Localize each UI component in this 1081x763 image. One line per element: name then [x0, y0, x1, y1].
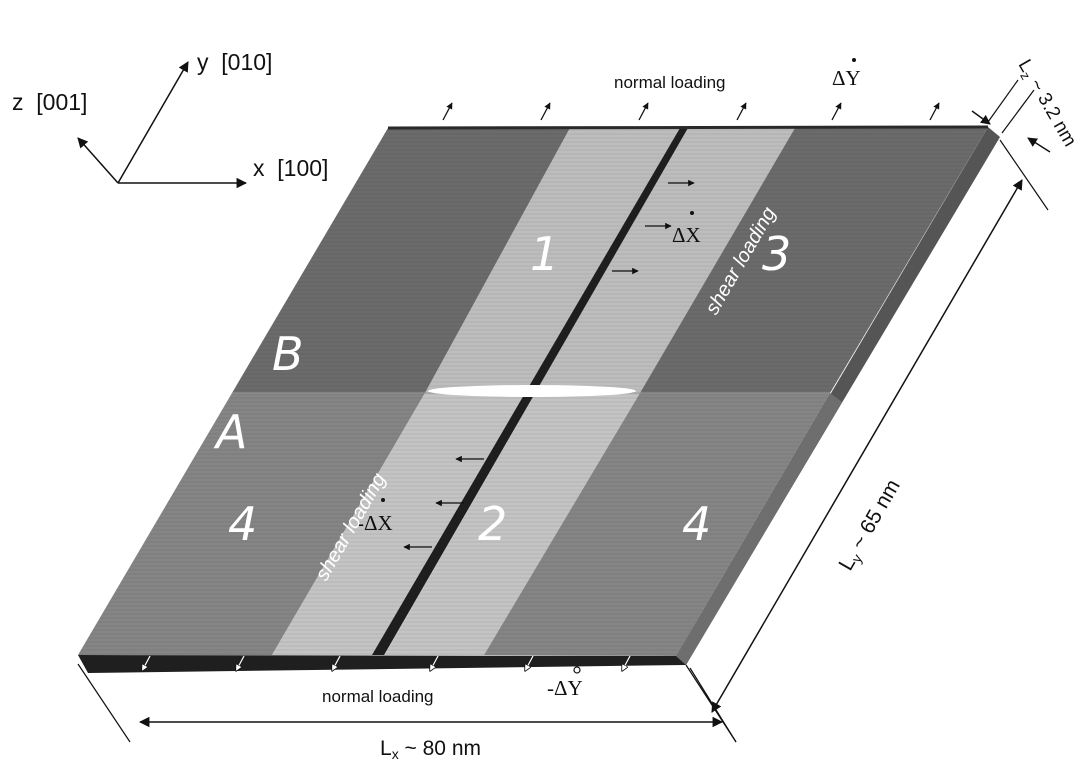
region-label-4-right: 4 — [682, 497, 711, 551]
shear-rate-bottom-label: -ΔX — [357, 511, 393, 535]
region-label-b: B — [272, 327, 304, 381]
ly-label: Ly ~ 65 nm — [834, 476, 906, 576]
y-axis-arrow — [117, 61, 189, 184]
top-rate-label: ΔY — [832, 66, 861, 90]
shear-rate-bottom-dot — [381, 498, 385, 502]
top-normal-arrow-3 — [638, 102, 649, 121]
region-label-2: 2 — [478, 497, 507, 551]
region-label-a: A — [213, 405, 247, 459]
x-axis-label: x [100] — [253, 155, 328, 181]
top-rate-dot — [852, 58, 856, 62]
bottom-normal-loading-label: normal loading — [322, 687, 434, 706]
lz-arrow-2 — [1027, 137, 1051, 153]
region-label-3-right: 3 — [762, 227, 791, 281]
region-label-4-left: 4 — [228, 497, 257, 551]
lx-dimension: Lx ~ 80 nm — [77, 663, 737, 762]
lz-label: Lz ~ 3.2 nm — [1012, 56, 1080, 151]
z-axis-label: z [001] — [12, 89, 87, 115]
top-normal-loading-label: normal loading — [614, 73, 726, 92]
region-label-1: 1 — [530, 227, 559, 281]
top-edge — [387, 125, 989, 130]
top-normal-arrow-1 — [442, 102, 453, 121]
shear-rate-top-dot — [690, 211, 694, 215]
bottom-normal-arrow-6 — [622, 655, 631, 671]
shear-arrows-top — [612, 179, 695, 275]
bottom-normal-arrow-1 — [142, 655, 151, 671]
y-axis-label: y [010] — [197, 49, 272, 75]
top-normal-arrow-5 — [831, 102, 842, 121]
bottom-normal-arrow-3 — [332, 655, 341, 671]
top-normal-arrow-6 — [929, 102, 940, 121]
slab-front-face — [78, 655, 686, 673]
crack-ellipse — [428, 385, 636, 397]
bottom-rate-label: -ΔY — [547, 676, 583, 700]
z-axis-arrow — [77, 137, 119, 184]
region-label-3-left: 3 — [238, 227, 267, 281]
ly-arrow — [711, 179, 1023, 713]
bottom-normal-arrow-2 — [236, 655, 245, 671]
bottom-normal-arrow-5 — [525, 655, 534, 671]
lx-label: Lx ~ 80 nm — [380, 737, 481, 762]
top-normal-loading-arrows — [442, 102, 940, 121]
coordinate-axes: x [100] y [010] z [001] — [12, 49, 328, 189]
shear-arrows-bottom — [403, 455, 484, 551]
top-normal-arrow-2 — [540, 102, 551, 121]
top-normal-arrow-4 — [736, 102, 747, 121]
lz-arrow-1 — [971, 110, 991, 125]
bottom-rate-ring — [573, 666, 581, 674]
shear-rate-top-label: ΔX — [672, 223, 701, 247]
bottom-normal-arrow-4 — [430, 655, 439, 671]
bottom-normal-loading-arrows — [142, 655, 631, 671]
